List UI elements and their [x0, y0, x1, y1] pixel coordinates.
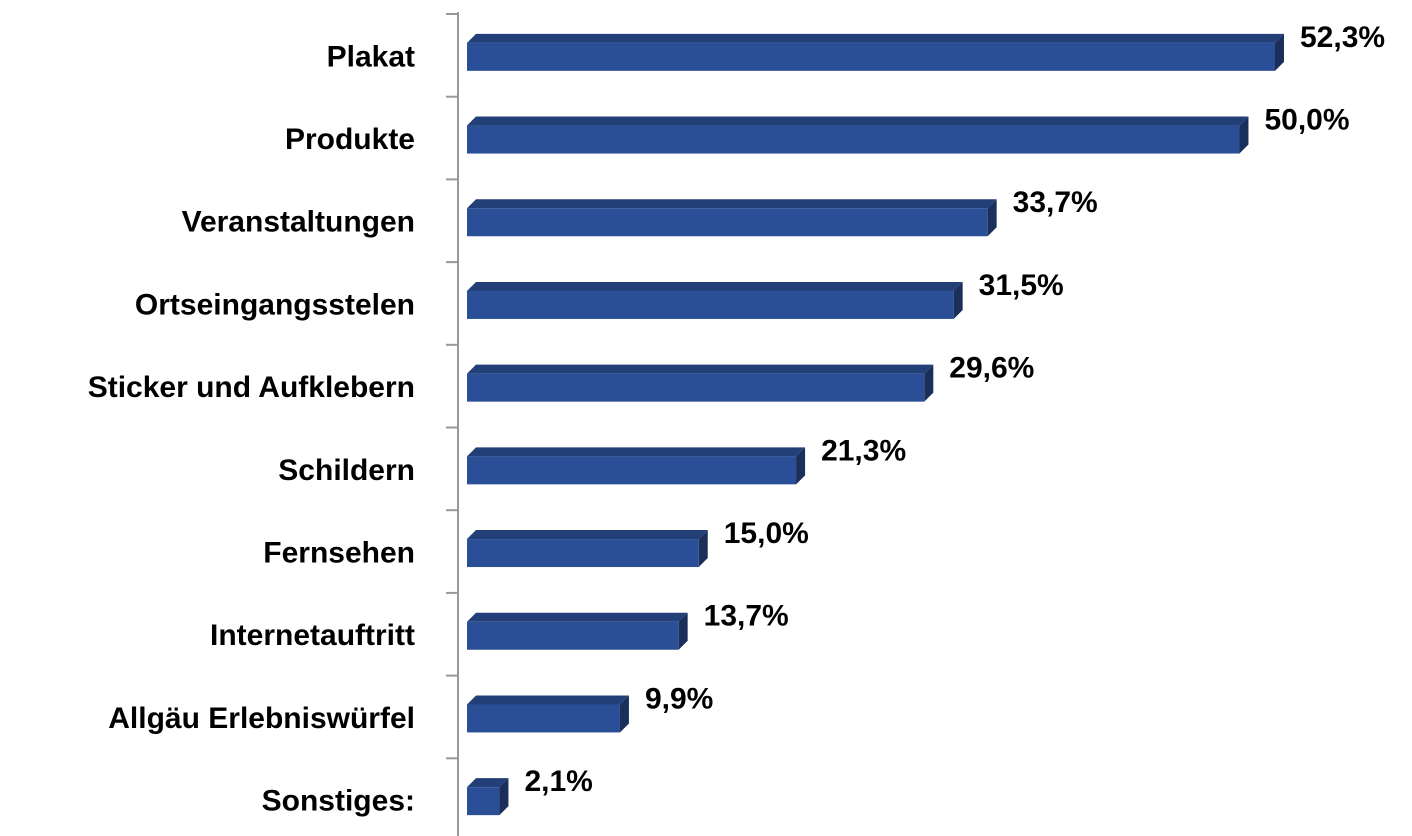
bar-top-face [467, 116, 1249, 126]
value-label: 52,3% [1300, 21, 1385, 54]
bar [467, 612, 688, 650]
value-label: 33,7% [1013, 186, 1098, 219]
bar [467, 281, 963, 319]
value-label: 15,0% [724, 517, 809, 550]
value-label: 50,0% [1264, 103, 1349, 136]
bar-side-face [499, 778, 509, 816]
bar-side-face [924, 364, 934, 402]
value-label: 2,1% [524, 765, 592, 798]
bar [467, 530, 708, 568]
value-label: 31,5% [979, 269, 1064, 302]
bar-top-face [467, 530, 708, 540]
bar-top-face [467, 281, 963, 291]
bar [467, 364, 934, 402]
category-label: Fernsehen [263, 536, 415, 569]
category-label: Veranstaltungen [182, 206, 415, 239]
category-label: Produkte [285, 123, 415, 156]
value-label: 21,3% [821, 434, 906, 467]
category-label: Internetauftritt [210, 619, 415, 652]
bar-front-face [467, 621, 679, 650]
bar-top-face [467, 447, 806, 457]
category-label: Sticker und Aufklebern [88, 371, 415, 404]
bar-side-face [1239, 116, 1249, 154]
bar-front-face [467, 456, 797, 485]
bar-front-face [467, 208, 988, 237]
category-label: Sonstiges: [262, 785, 415, 818]
bar-side-face [678, 612, 688, 650]
bar-top-face [467, 778, 509, 788]
value-label: 13,7% [704, 600, 789, 633]
bar [467, 33, 1284, 71]
value-label: 9,9% [645, 682, 713, 715]
bar-top-face [467, 199, 997, 209]
bar [467, 116, 1249, 154]
bar-front-face [467, 42, 1275, 71]
bar [467, 778, 509, 816]
bar-front-face [467, 704, 620, 733]
bar-side-face [953, 281, 963, 319]
value-label: 29,6% [949, 352, 1034, 385]
bar [467, 695, 629, 733]
bar-top-face [467, 33, 1284, 43]
bar-front-face [467, 787, 500, 816]
bar-side-face [619, 695, 629, 733]
bar [467, 447, 806, 485]
bar-front-face [467, 373, 925, 402]
category-label: Allgäu Erlebniswürfel [108, 702, 415, 735]
category-label: Plakat [327, 40, 415, 73]
bar-top-face [467, 364, 934, 374]
bar [467, 199, 997, 237]
bar-side-face [1275, 33, 1284, 71]
bar-side-face [987, 199, 997, 237]
bar-top-face [467, 612, 688, 622]
bar-side-face [698, 530, 708, 568]
category-label: Ortseingangsstelen [135, 288, 415, 321]
bar-front-face [467, 290, 954, 319]
bar-side-face [796, 447, 806, 485]
bar-front-face [467, 125, 1240, 154]
category-label: Schildern [278, 454, 415, 487]
bar-top-face [467, 695, 629, 705]
bar-front-face [467, 539, 699, 568]
